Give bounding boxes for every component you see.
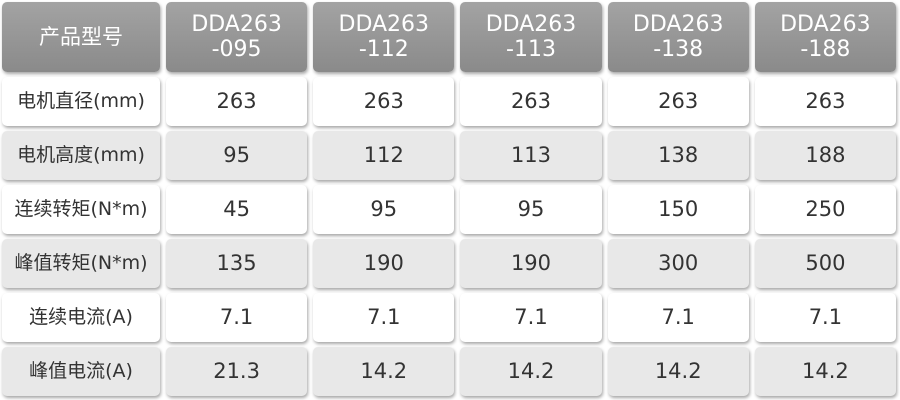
value-cell: 7.1 [754,293,896,342]
value-cell: 500 [754,239,896,288]
value-cell: 300 [607,239,749,288]
header-cell: DDA263 -188 [754,2,896,72]
value-cell: 263 [166,77,308,126]
value-cell: 263 [607,77,749,126]
value-cell: 150 [607,185,749,234]
header-cell: DDA263 -138 [607,2,749,72]
value-cell: 190 [460,239,602,288]
header-cell: DDA263 -112 [313,2,455,72]
row-label: 连续转矩(N*m) [2,185,160,234]
value-cell: 135 [166,239,308,288]
value-cell: 263 [460,77,602,126]
value-cell: 113 [460,131,602,180]
value-cell: 14.2 [607,347,749,396]
value-cell: 95 [166,131,308,180]
value-cell: 14.2 [460,347,602,396]
value-cell: 7.1 [607,293,749,342]
header-cell: DDA263 -095 [166,2,308,72]
row-label: 电机高度(mm) [2,131,160,180]
value-cell: 45 [166,185,308,234]
value-cell: 190 [313,239,455,288]
value-cell: 21.3 [166,347,308,396]
value-cell: 250 [754,185,896,234]
header-cell: 产品型号 [2,2,160,72]
row-label: 峰值电流(A) [2,347,160,396]
spec-table: 产品型号 DDA263 -095 DDA263 -112 DDA263 -113 DDA… [2,2,896,396]
value-cell: 138 [607,131,749,180]
value-cell: 95 [313,185,455,234]
value-cell: 7.1 [166,293,308,342]
row-label: 电机直径(mm) [2,77,160,126]
value-cell: 263 [313,77,455,126]
header-cell: DDA263 -113 [460,2,602,72]
value-cell: 7.1 [313,293,455,342]
value-cell: 95 [460,185,602,234]
value-cell: 112 [313,131,455,180]
value-cell: 7.1 [460,293,602,342]
row-label: 峰值转矩(N*m) [2,239,160,288]
value-cell: 188 [754,131,896,180]
row-label: 连续电流(A) [2,293,160,342]
value-cell: 263 [754,77,896,126]
value-cell: 14.2 [754,347,896,396]
value-cell: 14.2 [313,347,455,396]
